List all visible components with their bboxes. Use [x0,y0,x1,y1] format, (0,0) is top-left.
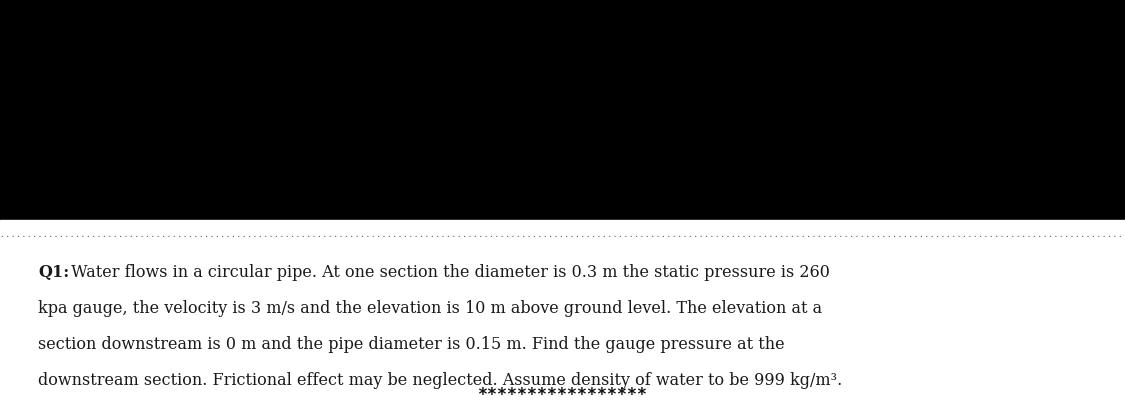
Text: *****************: ***************** [477,386,648,404]
Text: downstream section. Frictional effect may be neglected. Assume density of water : downstream section. Frictional effect ma… [38,372,843,389]
Text: section downstream is 0 m and the pipe diameter is 0.15 m. Find the gauge pressu: section downstream is 0 m and the pipe d… [38,336,784,353]
Text: Water flows in a circular pipe. At one section the diameter is 0.3 m the static : Water flows in a circular pipe. At one s… [66,264,830,281]
Bar [0,220,1125,411]
Text: Q1:: Q1: [38,264,70,281]
Text: ................................................................................: ........................................… [0,229,1125,238]
Bar [0,0,1125,220]
Text: kpa gauge, the velocity is 3 m/s and the elevation is 10 m above ground level. T: kpa gauge, the velocity is 3 m/s and the… [38,300,822,317]
